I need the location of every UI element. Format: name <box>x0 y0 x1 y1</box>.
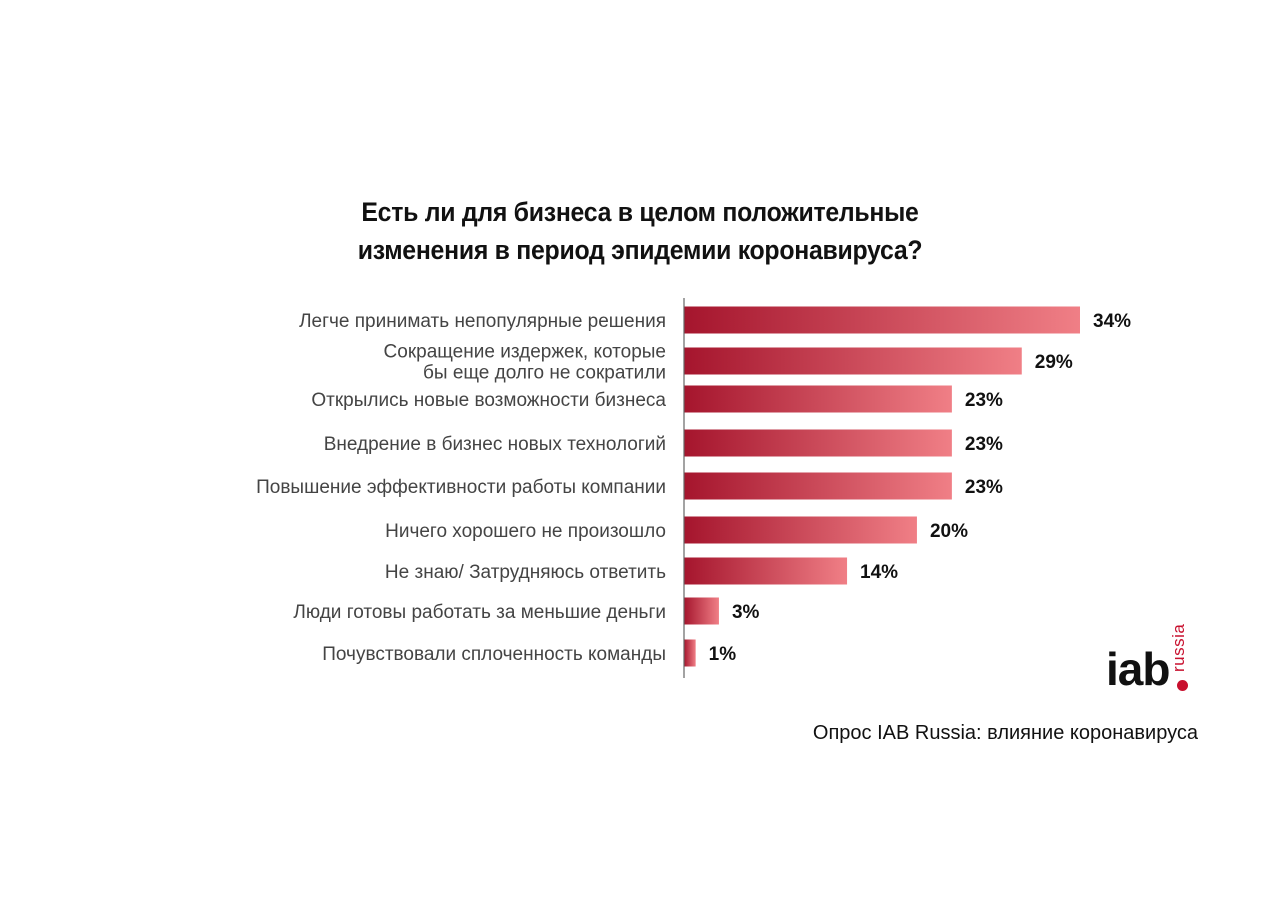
bar-7 <box>684 597 719 625</box>
value-label-2: 23% <box>965 390 1003 411</box>
bar-0 <box>684 306 1080 334</box>
logo-main-text: iab <box>1106 643 1170 695</box>
category-label-8: Почувствовали сплоченность команды <box>322 644 666 665</box>
chart-title-line-1: Есть ли для бизнеса в целом положительны… <box>361 197 919 227</box>
logo-dot <box>1177 680 1188 691</box>
chart-title: Есть ли для бизнеса в целом положительны… <box>327 193 953 269</box>
value-label-0: 34% <box>1093 311 1131 332</box>
bar-2 <box>684 385 952 413</box>
category-label-3: Внедрение в бизнес новых технологий <box>324 434 666 455</box>
iab-russia-logo: iab russia <box>1106 624 1206 700</box>
value-label-5: 20% <box>930 521 968 542</box>
value-label-3: 23% <box>965 434 1003 455</box>
bar-4 <box>684 472 952 500</box>
bar-6 <box>684 557 848 585</box>
logo-sub-text: russia <box>1169 623 1188 672</box>
value-label-6: 14% <box>860 562 898 583</box>
category-label-0: Легче принимать непопулярные решения <box>299 311 666 332</box>
chart-title-line-2: изменения в период эпидемии коронавируса… <box>357 235 923 265</box>
value-label-7: 3% <box>732 602 760 623</box>
category-label-4: Повышение эффективности работы компании <box>256 477 666 498</box>
source-note: Опрос IAB Russia: влияние коронавируса <box>812 722 1198 744</box>
category-label-5: Ничего хорошего не произошло <box>385 521 666 542</box>
value-label-4: 23% <box>965 477 1003 498</box>
bar-5 <box>684 516 917 544</box>
bar-1 <box>684 347 1022 375</box>
category-label-7: Люди готовы работать за меньшие деньги <box>293 602 666 623</box>
value-label-1: 29% <box>1035 352 1073 373</box>
category-label-2: Открылись новые возможности бизнеса <box>311 390 666 411</box>
category-label-1: Сокращение издержек, которые бы еще долго… <box>384 342 666 384</box>
value-label-8: 1% <box>709 644 737 665</box>
bar-8 <box>684 639 696 667</box>
category-label-6: Не знаю/ Затрудняюсь ответить <box>385 562 666 583</box>
bar-3 <box>684 429 952 457</box>
